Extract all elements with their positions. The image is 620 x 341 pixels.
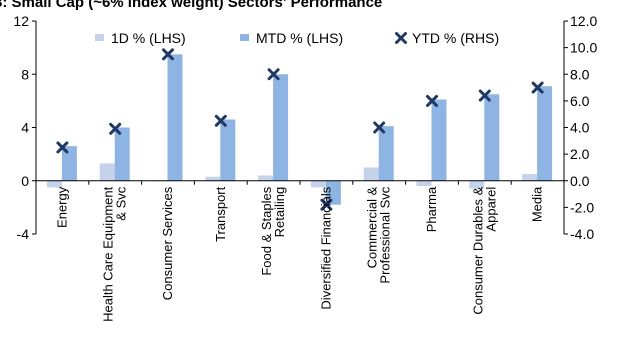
bar-1d-7 [363, 167, 379, 181]
category-label: Apparel [483, 187, 498, 232]
legend: 1D % (LHS) MTD % (LHS) YTD % (RHS) [95, 30, 499, 46]
category-label: & Svc [114, 186, 129, 220]
right-tick-label: 8.0 [570, 66, 590, 82]
ytd-marker-3 [162, 48, 174, 61]
left-tick-label: -4 [17, 226, 30, 242]
category-label: Transport [213, 186, 228, 242]
right-tick-label: 2.0 [570, 146, 590, 162]
bar-1d-2 [99, 163, 115, 181]
right-tick-label: 10.0 [570, 40, 597, 56]
bar-mtd-4 [220, 119, 236, 181]
legend-item-3: YTD % (RHS) [395, 30, 499, 46]
bar-1d-5 [258, 175, 274, 181]
category-label: Consumer Durables & [470, 186, 485, 314]
category-label: Retailing [272, 187, 287, 238]
legend-swatch [240, 34, 249, 41]
category-labels: Energy Health Care Equipment& Svc Consumer… [54, 186, 544, 322]
left-tick-label: 0 [21, 173, 29, 189]
right-tick-label: -2.0 [570, 199, 594, 215]
ytd-marker-9 [478, 89, 491, 102]
chart-title: 3: Small Cap (~6% index weight) Sectors'… [0, 0, 382, 11]
legend-swatch [95, 34, 104, 41]
category-label: Consumer Services [160, 186, 175, 300]
bar-1d-4 [205, 176, 221, 181]
plot-layer [46, 48, 553, 211]
category-label: Professional Svc [378, 186, 393, 283]
bar-mtd-6 [325, 180, 341, 205]
left-tick-label: 8 [21, 66, 29, 82]
bar-mtd-1 [61, 146, 77, 181]
bar-mtd-7 [378, 126, 394, 181]
ytd-marker-1 [56, 141, 69, 154]
bar-mtd-10 [537, 86, 553, 181]
category-label: Health Care Equipment [101, 186, 116, 322]
bar-mtd-8 [431, 99, 447, 181]
category-label: Media [530, 186, 545, 222]
bar-1d-10 [522, 174, 538, 181]
category-label: Food & Staples [259, 186, 274, 275]
left-tick-label: 12 [13, 13, 29, 29]
bar-mtd-9 [484, 94, 500, 181]
category-label: Diversified Financials [318, 186, 333, 309]
ytd-marker-5 [267, 68, 280, 81]
right-tick-label: 0.0 [570, 173, 590, 189]
legend-label: MTD % (LHS) [256, 30, 343, 46]
right-tick-label: 6.0 [570, 93, 590, 109]
bar-mtd-3 [167, 54, 183, 181]
right-tick-label: 12.0 [570, 13, 597, 29]
bar-mtd-5 [273, 74, 289, 181]
legend-label: 1D % (LHS) [111, 30, 186, 46]
legend-label: YTD % (RHS) [412, 30, 499, 46]
left-tick-label: 4 [21, 120, 29, 136]
legend-marker [395, 32, 407, 44]
bar-mtd-2 [114, 127, 130, 181]
ytd-marker-6 [320, 198, 333, 211]
ytd-marker-2 [109, 122, 122, 135]
right-tick-label: 4.0 [570, 120, 590, 136]
category-label: Energy [54, 186, 69, 228]
legend-item-2: MTD % (LHS) [240, 30, 343, 46]
axes-layer: -4 0 4 8 12 -4.0 -2.0 0.0 2.0 4.0 6.0 8.0 10.0 12.0 [13, 13, 597, 242]
bar-1d-6 [310, 180, 326, 188]
legend-item-1: 1D % (LHS) [95, 30, 186, 46]
right-tick-label: -4.0 [570, 226, 594, 242]
category-label: Pharma [424, 186, 439, 232]
ytd-marker-8 [426, 94, 438, 107]
bar-1d-9 [469, 180, 485, 189]
bar-1d-1 [46, 180, 62, 188]
ytd-marker-4 [214, 114, 227, 127]
ytd-marker-10 [531, 81, 544, 94]
bar-1d-8 [416, 180, 432, 187]
ytd-marker-7 [373, 121, 386, 134]
category-label: Commercial & [365, 186, 380, 268]
